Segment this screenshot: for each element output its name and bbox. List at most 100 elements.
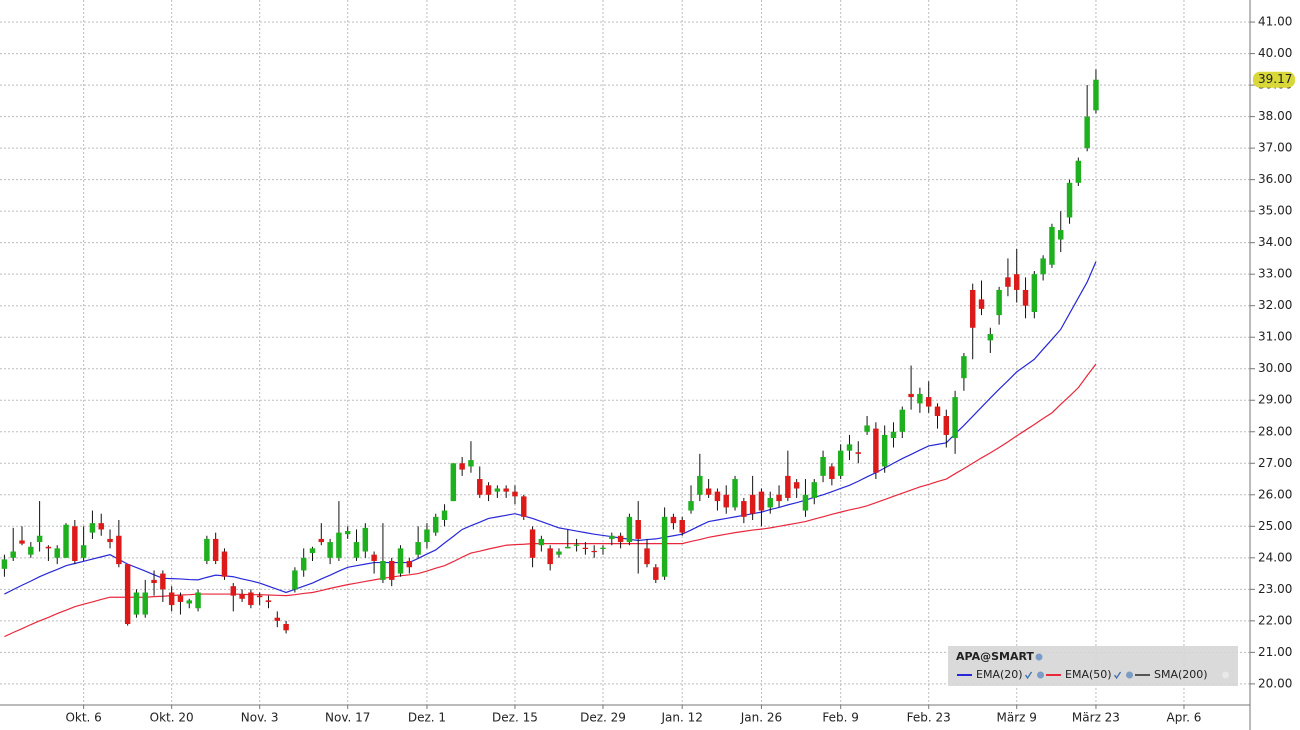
legend-icon — [1222, 671, 1230, 679]
candle-body — [802, 494, 809, 511]
candle-body — [168, 592, 175, 606]
candle-body — [996, 289, 1002, 316]
candle-body — [441, 510, 448, 521]
candle-body — [309, 548, 316, 554]
legend: APA@SMART EMA(20) EMA(50) SMA(200) — [948, 646, 1238, 686]
y-tick-label: 21.00 — [1258, 645, 1292, 659]
x-tick-label: Dez. 29 — [580, 711, 626, 725]
candle-body — [565, 546, 571, 549]
y-tick-label: 37.00 — [1258, 141, 1292, 155]
candle-body — [485, 485, 492, 495]
grid — [0, 0, 1250, 705]
candle-body — [292, 570, 298, 590]
candle-body — [28, 546, 34, 555]
candle-body — [1031, 274, 1038, 313]
candle-body — [503, 488, 509, 492]
candle-body — [1013, 274, 1020, 290]
candle-body — [609, 535, 615, 539]
y-tick-label: 33.00 — [1258, 267, 1292, 281]
y-tick-label: 20.00 — [1258, 676, 1292, 690]
candle-body — [494, 488, 501, 492]
candle-body — [811, 482, 817, 498]
candle-body — [917, 393, 923, 404]
candle-body — [873, 428, 879, 473]
candle-body — [767, 497, 773, 508]
candle-body — [256, 595, 263, 598]
candle-body — [406, 560, 413, 568]
candle-body — [239, 594, 245, 599]
candle-body — [785, 475, 791, 498]
legend-title: APA@SMART — [956, 650, 1034, 663]
candle-body — [477, 479, 483, 495]
candle-body — [952, 397, 958, 439]
candle-body — [829, 466, 835, 480]
candle-body — [204, 538, 210, 561]
candle-body — [265, 600, 272, 602]
candle-body — [749, 494, 756, 514]
y-tick-label: 22.00 — [1258, 613, 1292, 627]
x-tick-label: Okt. 20 — [150, 711, 194, 725]
x-tick-label: Feb. 9 — [822, 711, 859, 725]
candle-body — [344, 531, 351, 535]
candle-body — [881, 434, 888, 467]
candle-body — [521, 496, 527, 517]
candle-body — [151, 579, 157, 584]
legend-check — [1114, 671, 1122, 680]
candle-body — [1005, 277, 1011, 287]
candle-body — [10, 551, 16, 558]
candle-body — [890, 431, 897, 439]
candle-body — [855, 452, 862, 454]
y-tick-label: 31.00 — [1258, 330, 1292, 344]
candle-body — [846, 444, 853, 451]
x-tick-label: März 23 — [1072, 711, 1120, 725]
candle-body — [723, 494, 729, 508]
candle-body — [459, 463, 465, 470]
y-tick-label: 38.00 — [1258, 109, 1292, 123]
candle-body — [186, 600, 192, 604]
last-price-badge — [1253, 71, 1295, 88]
candle-body — [353, 542, 360, 558]
candle-body — [512, 491, 518, 497]
x-tick-label: Jan. 12 — [661, 711, 703, 725]
candle-body — [705, 488, 712, 495]
y-tick-label: 25.00 — [1258, 519, 1292, 533]
candle-body — [688, 501, 694, 511]
candle-body — [661, 516, 668, 577]
candle-body — [714, 491, 721, 502]
candle-body — [72, 526, 78, 561]
candle-body — [63, 524, 69, 558]
y-tick-label: 35.00 — [1258, 204, 1292, 218]
candle-body — [741, 501, 747, 517]
candle-body — [644, 548, 650, 565]
candle-body — [653, 567, 659, 580]
y-tick-label: 41.00 — [1258, 15, 1292, 29]
candle-body — [820, 456, 826, 476]
candle-body — [1084, 116, 1090, 149]
candle-body — [1093, 79, 1099, 111]
candle-body — [697, 475, 703, 495]
candle-body — [415, 542, 421, 555]
candle-body — [925, 397, 932, 407]
candle-body — [327, 542, 333, 558]
y-tick-label: 23.00 — [1258, 582, 1292, 596]
candle-body — [195, 592, 201, 609]
candle-body — [732, 479, 738, 508]
candle-body — [1040, 258, 1046, 275]
candle-body — [212, 538, 219, 561]
candle-body — [899, 409, 906, 432]
candle-body — [388, 560, 395, 580]
candle-body — [36, 535, 43, 543]
candle-body — [424, 529, 430, 543]
candle-body — [529, 529, 536, 558]
indicator-line — [4, 363, 1097, 638]
candle-body — [1022, 289, 1029, 306]
y-tick-label: 26.00 — [1258, 487, 1292, 501]
candle-body — [142, 592, 148, 615]
candle-body — [635, 520, 641, 539]
candle-body — [371, 554, 377, 561]
candle-body — [336, 532, 342, 558]
legend-label: EMA(20) — [976, 668, 1023, 681]
candle-body — [1066, 182, 1073, 218]
y-tick-label: 36.00 — [1258, 172, 1292, 186]
